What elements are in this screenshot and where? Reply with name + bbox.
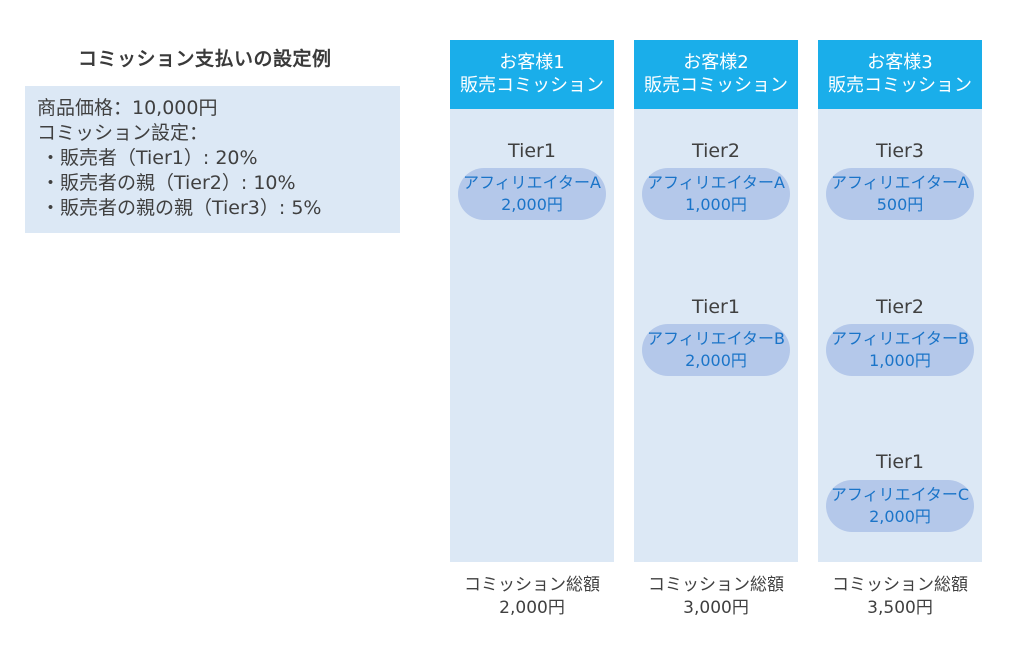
customer1-column: お客様1 販売コミッション Tier1 アフィリエイターA 2,000円 (450, 40, 614, 562)
customer1-header: お客様1 販売コミッション (450, 40, 614, 109)
customer1-name: お客様1 (499, 52, 565, 73)
tier1-rate: ・販売者（Tier1）: 20% (41, 147, 258, 169)
customer2-header: お客様2 販売コミッション (634, 40, 798, 109)
affiliate-name: アフィリエイターA (831, 173, 969, 192)
total-label: コミッション総額 (648, 575, 784, 595)
product-price: 商品価格：10,000円 (37, 97, 218, 119)
tier-label: Tier2 (692, 140, 740, 162)
settings-box: 商品価格：10,000円 コミッション設定： ・販売者（Tier1）: 20% … (25, 86, 400, 233)
affiliate-name: アフィリエイターA (463, 173, 601, 192)
affiliate-pill: アフィリエイターA 500円 (826, 168, 974, 220)
affiliate-pill: アフィリエイターA 1,000円 (642, 168, 790, 220)
customer1-subtitle: 販売コミッション (460, 75, 604, 96)
affiliate-name: アフィリエイターA (647, 173, 785, 192)
tier3-rate: ・販売者の親の親（Tier3）: 5% (41, 197, 322, 219)
customer2-name: お客様2 (683, 52, 749, 73)
total-amount: 3,500円 (867, 598, 933, 618)
total-amount: 2,000円 (499, 598, 565, 618)
tier-label: Tier1 (508, 140, 556, 162)
customer3-name: お客様3 (867, 52, 933, 73)
affiliate-pill: アフィリエイターA 2,000円 (458, 168, 606, 220)
commission-amount: 2,000円 (869, 507, 931, 526)
customer3-column: お客様3 販売コミッション Tier3 アフィリエイターA 500円 Tier2… (818, 40, 982, 562)
commission-settings-label: コミッション設定： (37, 122, 209, 144)
total-label: コミッション総額 (464, 575, 600, 595)
customer2-subtitle: 販売コミッション (644, 75, 788, 96)
customer3-header: お客様3 販売コミッション (818, 40, 982, 109)
customer3-subtitle: 販売コミッション (828, 75, 972, 96)
customer1-total: コミッション総額 2,000円 (450, 574, 614, 620)
tier-label: Tier1 (876, 451, 924, 473)
tier-label: Tier3 (876, 140, 924, 162)
affiliate-name: アフィリエイターB (830, 329, 970, 348)
customer2-column: お客様2 販売コミッション Tier2 アフィリエイターA 1,000円 Tie… (634, 40, 798, 562)
total-label: コミッション総額 (832, 575, 968, 595)
affiliate-pill: アフィリエイターB 1,000円 (826, 324, 974, 376)
tier-label: Tier1 (692, 296, 740, 318)
commission-amount: 1,000円 (685, 195, 747, 214)
commission-amount: 2,000円 (685, 351, 747, 370)
affiliate-pill: アフィリエイターB 2,000円 (642, 324, 790, 376)
customer3-total: コミッション総額 3,500円 (818, 574, 982, 620)
tier2-rate: ・販売者の親（Tier2）: 10% (41, 172, 296, 194)
affiliate-name: アフィリエイターB (646, 329, 786, 348)
affiliate-pill: アフィリエイターC 2,000円 (826, 480, 974, 532)
commission-amount: 1,000円 (869, 351, 931, 370)
commission-amount: 500円 (876, 195, 924, 214)
customer2-total: コミッション総額 3,000円 (634, 574, 798, 620)
total-amount: 3,000円 (683, 598, 749, 618)
diagram-title: コミッション支払いの設定例 (78, 48, 332, 70)
tier-label: Tier2 (876, 296, 924, 318)
commission-amount: 2,000円 (501, 195, 563, 214)
affiliate-name: アフィリエイターC (830, 485, 970, 504)
